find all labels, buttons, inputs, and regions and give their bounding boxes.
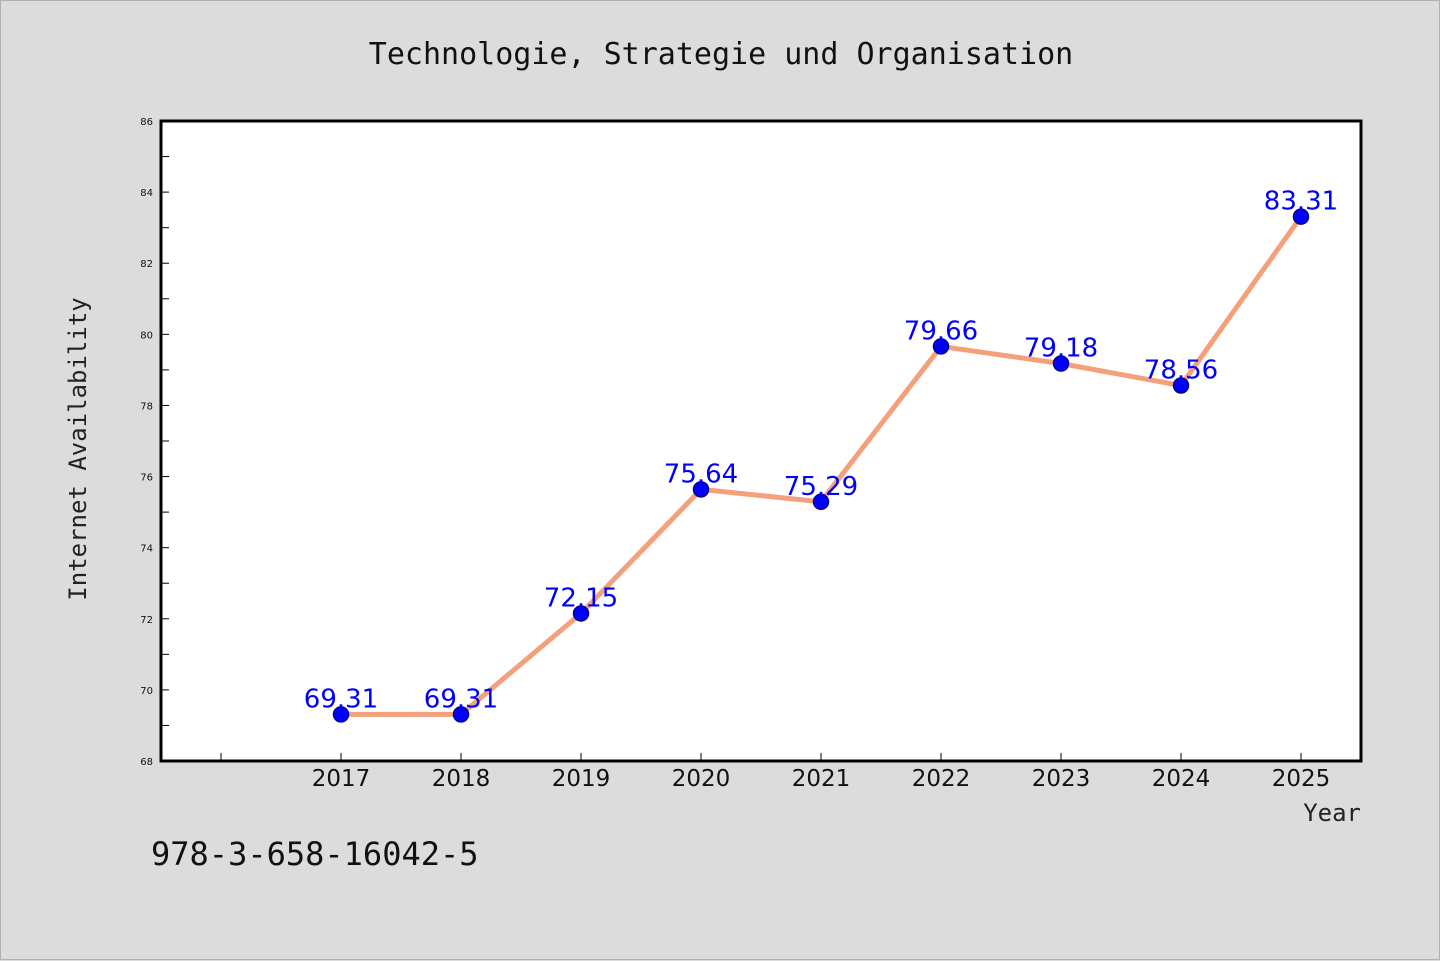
y-tick-label: 80: [140, 330, 153, 341]
plot-border: [159, 119, 1363, 763]
y-axis-label: Internet Availability: [64, 297, 92, 600]
data-label: 75.64: [664, 459, 738, 489]
y-tick-label: 70: [140, 686, 153, 697]
x-axis-label: Year: [1303, 799, 1361, 827]
x-tick-label: 2023: [1032, 766, 1091, 792]
series-points-group: [332, 208, 1310, 723]
x-tick-label: 2017: [312, 766, 371, 792]
plot-area: [161, 121, 1361, 761]
y-axis-ticks: 68 70 72 74 76 78 80 82 84 86: [140, 117, 169, 768]
data-label: 69.31: [424, 684, 498, 714]
chart-title: Technologie, Strategie und Organisation: [369, 37, 1073, 72]
y-tick-label: 76: [140, 473, 153, 484]
data-labels-group: 69.31 69.31 72.15 75.64 75.29 79.66 79.18 78.56…: [304, 187, 1338, 715]
data-label: 72.15: [544, 583, 618, 613]
x-tick-label: 2020: [672, 766, 731, 792]
x-tick-label: 2018: [432, 766, 491, 792]
y-tick-label: 84: [140, 188, 153, 199]
data-label: 69.31: [304, 684, 378, 714]
y-tick-label: 86: [140, 117, 153, 128]
y-tick-label: 82: [140, 259, 153, 270]
data-point: [1052, 355, 1070, 372]
x-tick-label: 2022: [912, 766, 971, 792]
data-point: [332, 706, 350, 723]
x-tick-label: 2025: [1272, 766, 1331, 792]
isbn-text: 978-3-658-16042-5: [151, 835, 479, 873]
data-label: 79.18: [1024, 333, 1098, 363]
data-point: [812, 493, 830, 511]
data-label: 78.56: [1144, 356, 1218, 386]
x-tick-label: 2021: [792, 766, 851, 792]
y-tick-label: 78: [140, 401, 153, 412]
data-point: [932, 338, 950, 355]
data-label: 79.66: [904, 316, 978, 346]
data-point: [452, 706, 470, 723]
y-tick-label: 68: [140, 757, 153, 768]
y-tick-label: 72: [140, 615, 153, 626]
data-point: [572, 605, 590, 622]
x-tick-label: 2019: [552, 766, 611, 792]
data-point: [692, 481, 710, 498]
data-point: [1292, 208, 1310, 225]
data-point: [1172, 377, 1190, 394]
data-label: 83.31: [1264, 187, 1338, 217]
data-label: 75.29: [784, 472, 858, 502]
x-tick-label: 2024: [1152, 766, 1211, 792]
x-axis-ticks: 2017 2018 2019 2020 2021 2022 2023 2024 2025: [220, 753, 1331, 792]
y-tick-label: 74: [140, 544, 153, 555]
